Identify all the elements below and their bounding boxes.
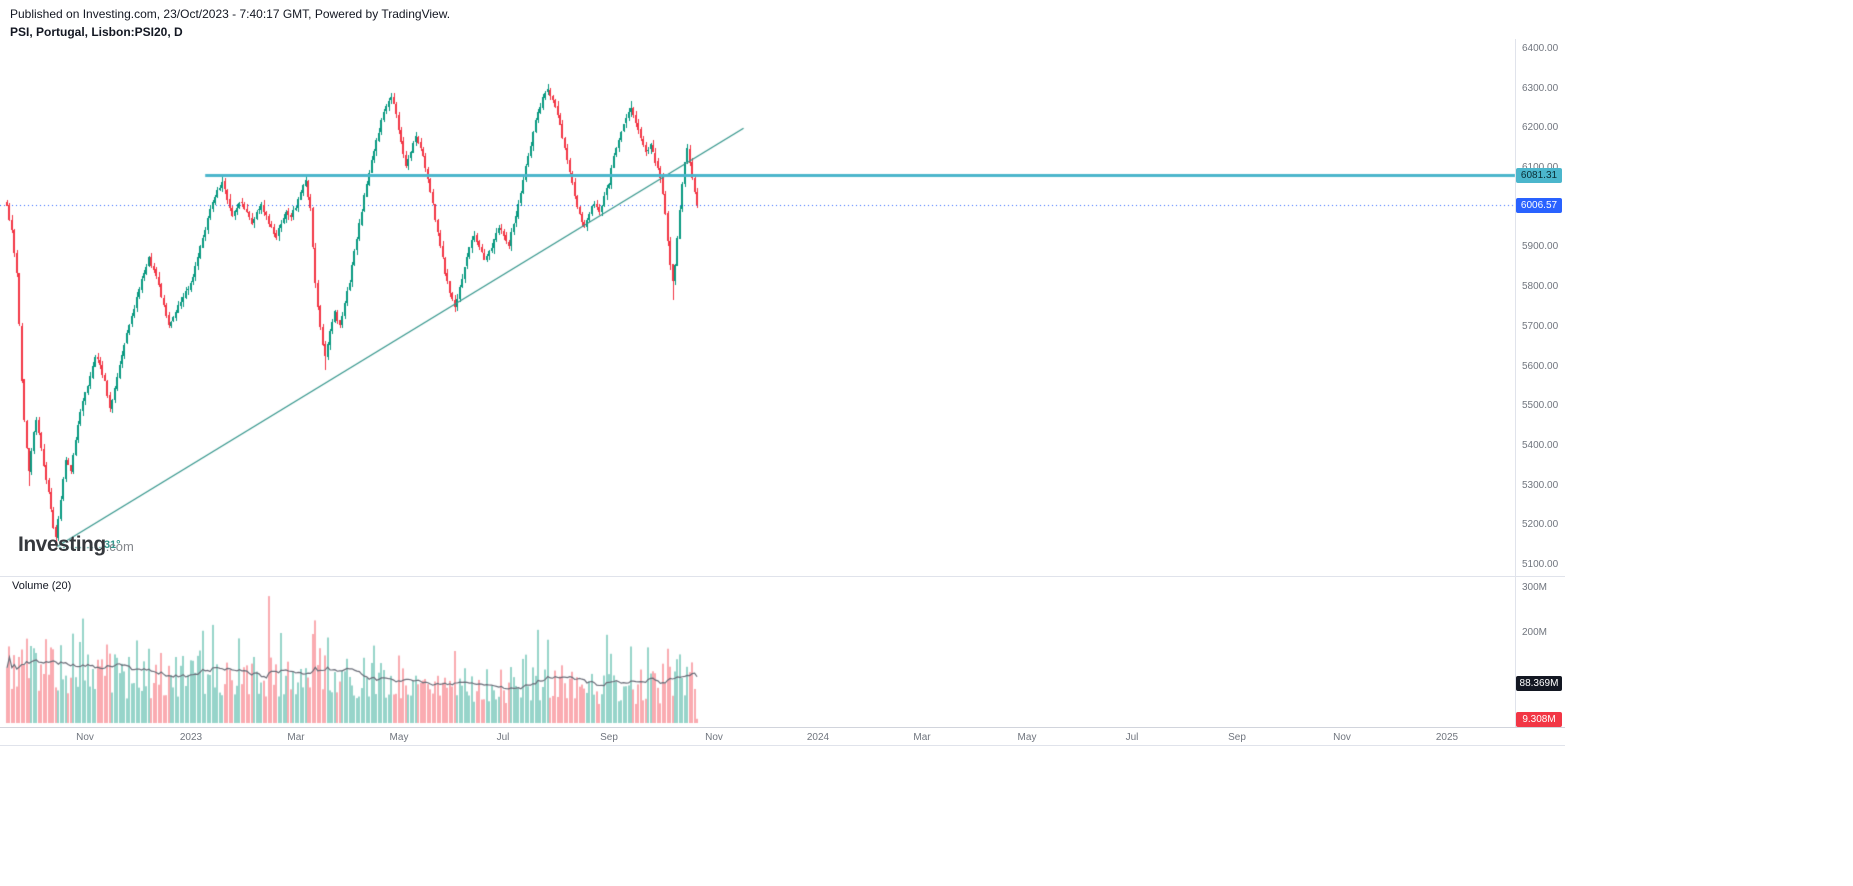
price-tick-label: 5900.00 [1522, 241, 1559, 253]
time-tick-label: 2023 [179, 732, 203, 743]
price-tick-label: 5600.00 [1522, 360, 1559, 372]
price-tick-label: 5700.00 [1522, 320, 1559, 332]
time-tick-label: 2025 [1435, 732, 1459, 743]
time-tick-label: May [1017, 732, 1037, 743]
time-tick-label: May [389, 732, 409, 743]
time-tick-label: Nov [705, 732, 723, 743]
volume-last-tag: 9.308M [1516, 711, 1562, 727]
price-tick-label: 5100.00 [1522, 559, 1559, 571]
last-price-tag: 6006.57 [1516, 198, 1562, 214]
time-axis-border [0, 727, 1565, 728]
investing-logo: Investing.com [18, 533, 134, 557]
investing-logo-suffix: .com [105, 539, 134, 554]
price-tick-label: 5500.00 [1522, 400, 1559, 412]
time-tick-label: Jul [496, 732, 510, 743]
time-tick-label: Jul [1125, 732, 1139, 743]
volume-indicator-label: Volume (20) [12, 580, 72, 592]
time-tick-label: Nov [1333, 732, 1351, 743]
time-tick-label: Mar [287, 732, 305, 743]
resistance-price-tag: 6081.31 [1516, 168, 1562, 184]
price-tick-label: 6200.00 [1522, 122, 1559, 134]
time-tick-label: Mar [913, 732, 931, 743]
price-axis-separator [1515, 39, 1516, 727]
price-tick-label: 6100.00 [1522, 162, 1558, 173]
time-tick-label: Sep [600, 732, 618, 743]
investing-logo-brand: Investing [18, 533, 106, 556]
pane-divider [0, 576, 1565, 577]
chart-canvas[interactable] [0, 39, 1565, 746]
chart-bottom-border [0, 745, 1565, 746]
price-tick-label: 5300.00 [1522, 479, 1559, 491]
time-tick-label: Nov [76, 732, 94, 743]
chart-area: 6400.006300.006200.006100.006000.005900.… [0, 39, 1565, 746]
price-tick-label: 5400.00 [1522, 439, 1559, 451]
time-tick-label: Sep [1228, 732, 1246, 743]
volume-tick-label: 200M [1522, 627, 1548, 638]
time-tick-label: 2024 [806, 732, 830, 743]
price-tick-label: 6400.00 [1522, 42, 1559, 54]
symbol-title: PSI, Portugal, Lisbon:PSI20, D [10, 25, 183, 39]
price-tick-label: 6300.00 [1522, 82, 1559, 94]
price-tick-label: 5800.00 [1522, 281, 1559, 293]
angle-label: 31° [103, 539, 121, 552]
price-tick-label: 5200.00 [1522, 519, 1559, 531]
published-line: Published on Investing.com, 23/Oct/2023 … [10, 7, 451, 21]
volume-ma-tag: 88.369M [1516, 676, 1562, 692]
volume-tick-label: 300M [1522, 582, 1548, 593]
